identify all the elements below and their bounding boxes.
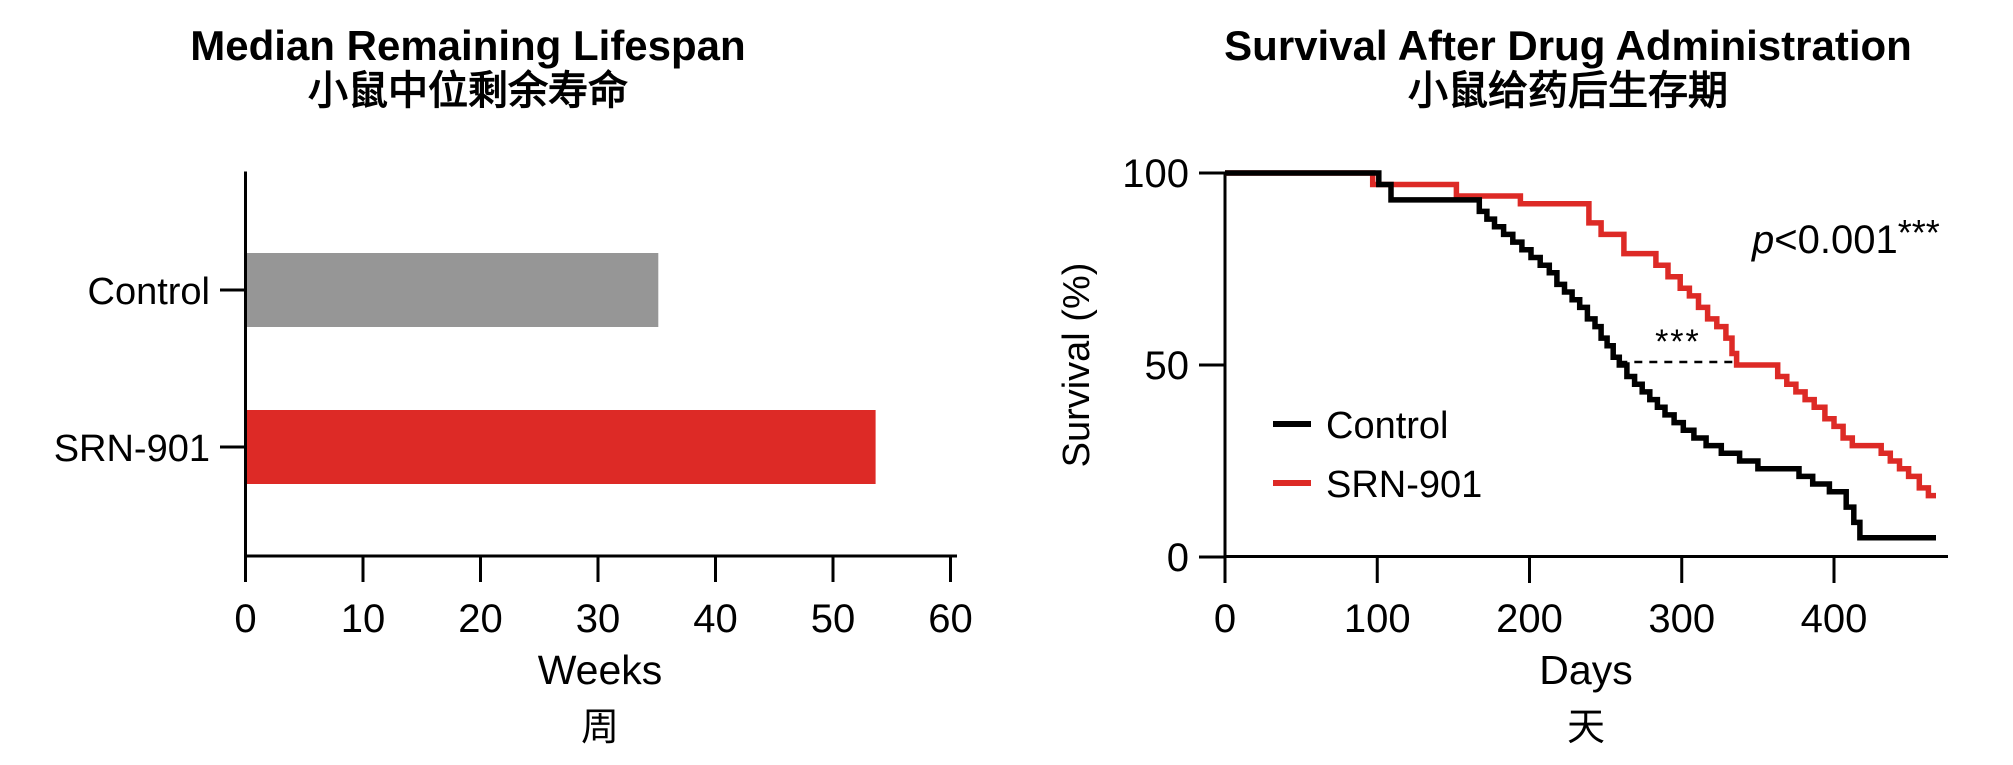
y-tick-label: 0	[1167, 536, 1189, 580]
x-tick-label: 300	[1648, 597, 1715, 641]
legend-label-control: Control	[1326, 405, 1449, 447]
legend-label-srn-901: SRN-901	[1326, 464, 1482, 506]
bar-chart-subtitle: 小鼠中位剩余寿命	[308, 68, 628, 113]
x-tick-label: 400	[1801, 597, 1868, 641]
x-tick-label: 0	[1214, 597, 1236, 641]
y-tick-label: 100	[1122, 152, 1189, 196]
x-axis-label-zh: 天	[1567, 707, 1605, 749]
survival-curve-srn-901	[1225, 170, 1936, 499]
x-tick-label: 0	[234, 597, 256, 641]
p-value-comparison: <0.001	[1774, 218, 1897, 262]
x-tick-label: 10	[341, 597, 386, 641]
p-value-stars: ***	[1898, 212, 1940, 253]
x-tick-label: 100	[1344, 597, 1411, 641]
x-tick-label: 40	[693, 597, 738, 641]
p-value-p: p	[1751, 218, 1774, 262]
x-tick-label: 200	[1496, 597, 1563, 641]
survival-curve-control	[1225, 170, 1936, 541]
x-tick-label: 30	[576, 597, 621, 641]
x-tick-label: 50	[811, 597, 856, 641]
y-axis-label: Survival (%)	[1056, 263, 1098, 468]
category-label: Control	[88, 271, 211, 313]
x-axis-label: Weeks	[538, 647, 663, 693]
x-axis-label: Days	[1539, 647, 1632, 693]
km-chart-subtitle: 小鼠给药后生存期	[1408, 69, 1728, 113]
bar-control	[247, 253, 659, 327]
x-tick-label: 60	[928, 597, 973, 641]
x-tick-label: 20	[458, 597, 503, 641]
median-bracket-stars: ***	[1655, 323, 1701, 361]
bar-chart-title: Median Remaining Lifespan	[190, 22, 745, 69]
km-chart-panel: Survival After Drug Administration小鼠给药后生…	[1056, 22, 1948, 749]
x-axis-label-zh: 周	[581, 707, 619, 749]
category-label: SRN-901	[54, 428, 210, 470]
bar-srn-901	[247, 410, 876, 484]
y-tick-label: 50	[1145, 344, 1190, 388]
p-value-annotation: p<0.001***	[1751, 212, 1940, 262]
km-chart-title: Survival After Drug Administration	[1224, 22, 1912, 69]
